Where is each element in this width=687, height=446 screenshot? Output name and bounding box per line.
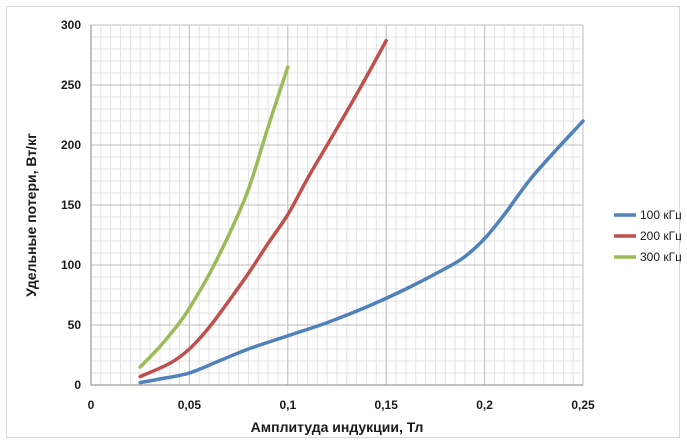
y-tick-label: 100	[61, 258, 81, 272]
legend: 100 кГц 200 кГц 300 кГц	[614, 208, 681, 264]
x-tick-label: 0,2	[476, 398, 493, 412]
y-tick-label: 300	[61, 18, 81, 32]
x-tick-label: 0,05	[178, 398, 202, 412]
y-tick-label: 50	[68, 318, 82, 332]
legend-label-100-кГц: 100 кГц	[640, 208, 681, 222]
series-lines	[138, 38, 585, 385]
legend-label-200-кГц: 200 кГц	[640, 229, 681, 243]
axes	[90, 25, 583, 386]
chart-frame: 0 50 100 150 200 250 300 0 0,05 0,1 0,15 0,2 0,25 У…	[6, 6, 681, 438]
y-tick-label: 0	[74, 378, 81, 392]
legend-label-300-кГц: 300 кГц	[640, 250, 681, 264]
series-line-300-кГц	[138, 65, 290, 369]
x-tick-label: 0,15	[375, 398, 399, 412]
y-axis-title: Удельные потери, Вт/кг	[23, 133, 39, 297]
x-tick-label: 0,25	[571, 398, 595, 412]
x-axis-title: Амплитуда индукции, Тл	[251, 419, 424, 435]
y-tick-labels: 0 50 100 150 200 250 300	[61, 18, 81, 392]
series-line-100-кГц	[138, 119, 585, 385]
y-tick-label: 200	[61, 138, 81, 152]
x-tick-label: 0,1	[279, 398, 296, 412]
y-tick-label: 150	[61, 198, 81, 212]
y-tick-label: 250	[61, 78, 81, 92]
line-chart: 0 50 100 150 200 250 300 0 0,05 0,1 0,15 0,2 0,25 У…	[23, 18, 681, 435]
x-tick-label: 0	[88, 398, 95, 412]
x-tick-labels: 0 0,05 0,1 0,15 0,2 0,25	[88, 398, 595, 412]
series-line-200-кГц	[138, 38, 388, 379]
